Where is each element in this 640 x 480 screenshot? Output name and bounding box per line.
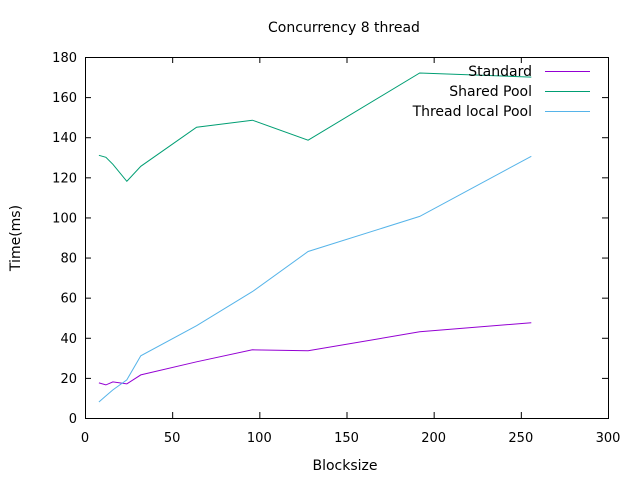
series-lines bbox=[98, 72, 532, 403]
series-line-thread-local-pool bbox=[98, 155, 532, 403]
y-tick-label: 140 bbox=[52, 131, 77, 146]
x-tick-label: 150 bbox=[334, 431, 359, 446]
y-tick-label: 80 bbox=[60, 252, 77, 267]
y-axis-label: Time(ms) bbox=[8, 205, 24, 272]
y-tick-label: 0 bbox=[69, 412, 77, 427]
x-tick-label: 300 bbox=[596, 431, 621, 446]
x-axis-label: Blocksize bbox=[312, 458, 377, 474]
x-tick-label: 250 bbox=[508, 431, 533, 446]
x-tick-label: 50 bbox=[164, 431, 181, 446]
x-tick-label: 200 bbox=[421, 431, 446, 446]
y-tick-label: 100 bbox=[52, 211, 77, 226]
y-axis-ticks: 0 20 40 60 80 100 120 140 160 180 bbox=[52, 51, 608, 427]
x-axis-ticks: 0 50 100 150 200 250 300 bbox=[81, 57, 621, 446]
y-tick-label: 160 bbox=[52, 91, 77, 106]
legend-label: Standard bbox=[468, 64, 532, 80]
y-tick-label: 120 bbox=[52, 171, 77, 186]
x-tick-label: 100 bbox=[247, 431, 272, 446]
y-tick-label: 60 bbox=[60, 292, 77, 307]
legend-label: Thread local Pool bbox=[412, 104, 532, 120]
series-line-standard bbox=[98, 322, 532, 386]
legend: Standard Shared Pool Thread local Pool bbox=[412, 64, 590, 120]
legend-label: Shared Pool bbox=[449, 84, 532, 100]
y-tick-label: 180 bbox=[52, 51, 77, 66]
x-tick-label: 0 bbox=[81, 431, 89, 446]
series-line-shared-pool bbox=[98, 72, 532, 183]
chart-title: Concurrency 8 thread bbox=[268, 20, 420, 36]
y-tick-label: 20 bbox=[60, 372, 77, 387]
y-tick-label: 40 bbox=[60, 332, 77, 347]
